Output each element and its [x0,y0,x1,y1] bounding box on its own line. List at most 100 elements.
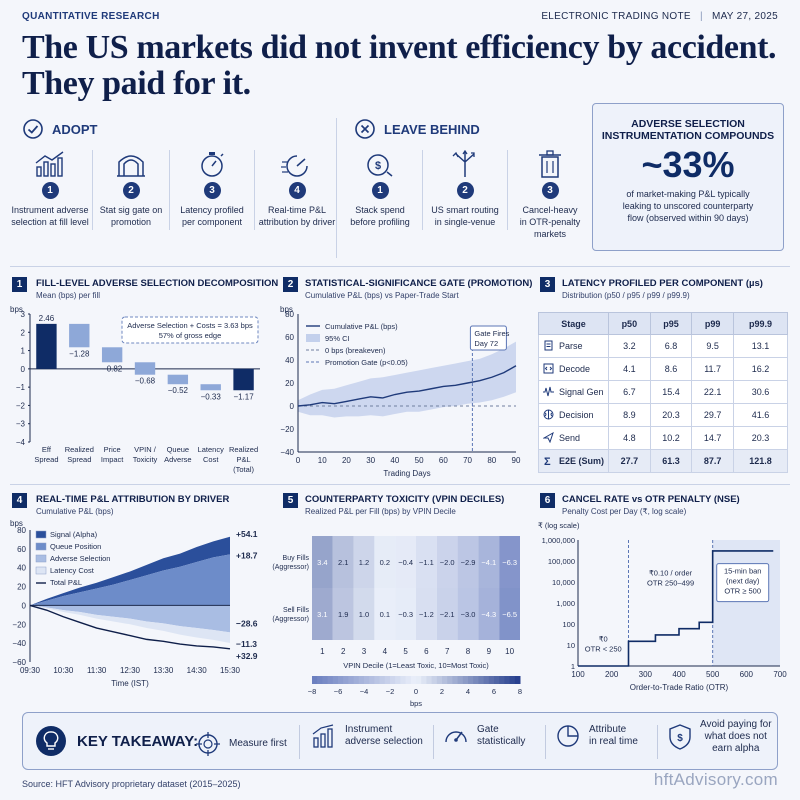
colorbar-segment [436,676,443,684]
colorbar-segment [384,676,391,684]
legend-label: Queue Position [50,542,101,551]
takeaway-item-2-line-1: Instrument [345,724,393,735]
heatmap-value: −1.2 [419,610,434,619]
leave-step-3-line-2: in OTR-penalty [519,217,581,227]
colorbar-segment [514,676,521,684]
pie-chart-icon [557,725,579,747]
category-label: Realized [229,445,258,454]
colorbar-segment [327,676,334,684]
stage-cell: Σ E2E (Sum) [538,449,609,473]
takeaway-item-5-line-3: earn alpha [712,743,760,754]
send-icon [542,431,554,445]
stage-label: Decision [559,409,594,420]
colorbar-segment [332,676,339,684]
colorbar-segment [504,676,511,684]
y-tick-label: 20 [285,379,294,388]
ban-zone [712,540,780,666]
colorbar-segment [462,676,469,684]
colorbar-segment [364,676,370,684]
category-label: Adverse [164,455,192,464]
x-tick-label: 100 [571,670,585,679]
zone-3-sublabel-2: OTR ≥ 500 [724,587,761,596]
heatmap-cell [457,536,479,588]
adopt-step-3-number: 3 [203,182,221,199]
row-label: (Aggressor) [272,616,309,623]
x-tick-label: 8 [466,647,471,656]
x-tick-label: 12:30 [120,666,141,675]
adopt-step-3: 3 Latency profiled per component [172,150,252,230]
y-tick-label: −40 [280,448,294,457]
colorbar-segment [431,676,438,684]
panel-1-number: 1 [12,277,27,292]
heatmap-value: 1.2 [359,558,369,567]
y-tick-label: 1,000,000 [542,536,575,545]
colorbar-tick-label: −6 [334,687,343,696]
trash-icon [539,150,561,178]
bar [167,374,189,385]
category-label: Queue [167,445,190,454]
adopt-step-4-number: 4 [288,182,306,199]
y-tick-label: −40 [12,639,26,648]
latency-cell: 6.8 [649,334,693,358]
gate-label-box [469,325,507,351]
takeaway-title: KEY TAKEAWAY: [77,733,199,750]
x-tick-label: 700 [773,670,787,679]
y-tick-label: 3 [21,310,26,319]
colorbar-segment [494,676,500,684]
colorbar-segment [483,676,490,684]
latency-cell: 10.2 [649,426,693,450]
legend-label: Cumulative P&L (bps) [325,322,398,331]
y-axis-unit: ₹ (log scale) [538,521,580,530]
heatmap-cell [395,588,416,640]
kicker-right: ELECTRONIC TRADING NOTE | MAY 27, 2025 [541,11,778,22]
colorbar-segment [410,676,417,684]
x-tick-label: 2 [341,647,346,656]
x-tick-label: 14:30 [187,666,208,675]
colorbar-segment [322,676,329,684]
heatmap-cell [478,588,500,640]
category-label: Realized [65,445,94,454]
adopt-step-2: 2 Stat sig gate on promotion [95,150,167,230]
y-axis-unit: bps [10,519,23,528]
leave-step-1-line-2: before profiling [350,217,410,227]
heatmap-value: 0.1 [380,610,390,619]
svg-text:Σ: Σ [544,456,551,466]
colorbar-segment [400,676,407,684]
stage-cell: Signal Gen [538,380,609,404]
x-tick-label: 0 [296,456,301,465]
legend-label: Latency Cost [50,566,95,575]
callout-text-1: of market-making P&L typically [626,189,750,199]
heatmap-value: −2.1 [440,610,455,619]
x-tick-label: 10:30 [53,666,74,675]
pnl-line [297,365,517,407]
heatmap-value: 3.1 [317,610,327,619]
heatmap-value: −6.5 [502,610,517,619]
toxicity-heatmap: Buy Fills (Aggressor) 3.4 2.1 1.2 0.2 −0.4 −1.1… [272,536,522,708]
adopt-step-1: 1 Instrument adverse selection at fill l… [10,150,90,230]
latency-cell: 29.7 [691,403,734,427]
table-row: Parse 3.2 6.8 9.5 13.1 [538,334,789,358]
x-tick-label: 50 [415,456,424,465]
takeaway-item-5: $ Avoid paying for what does not earn al… [667,719,772,755]
stage-label: E2E (Sum) [559,455,605,466]
colorbar-segment [478,676,485,684]
leave-step-3: 3 Cancel-heavy in OTR-penalty markets [510,150,590,240]
heatmap-value: −4.3 [481,610,496,619]
category-label: Eff [42,445,52,454]
table-total-row: Σ E2E (Sum) 27.7 61.3 87.7 121.8 [538,449,789,473]
x-axis-label: Time (IST) [111,679,149,688]
y-tick-label: 1,000 [556,599,575,608]
adopt-step-3-line-1: Latency profiled [180,205,244,215]
x-tick-label: 80 [487,456,496,465]
stage-label: Decode [559,363,591,374]
y-tick-label: 100,000 [548,557,575,566]
leave-step-3-line-3: markets [533,229,566,239]
colorbar-segment [358,676,365,684]
legend-swatch [35,530,47,539]
colorbar-segment [348,676,355,684]
lightbulb-icon [36,726,66,756]
callout-box: ADVERSE SELECTION INSTRUMENTATION COMPOU… [592,103,784,251]
y-tick-label: −20 [280,425,294,434]
colorbar-segment [442,676,448,684]
